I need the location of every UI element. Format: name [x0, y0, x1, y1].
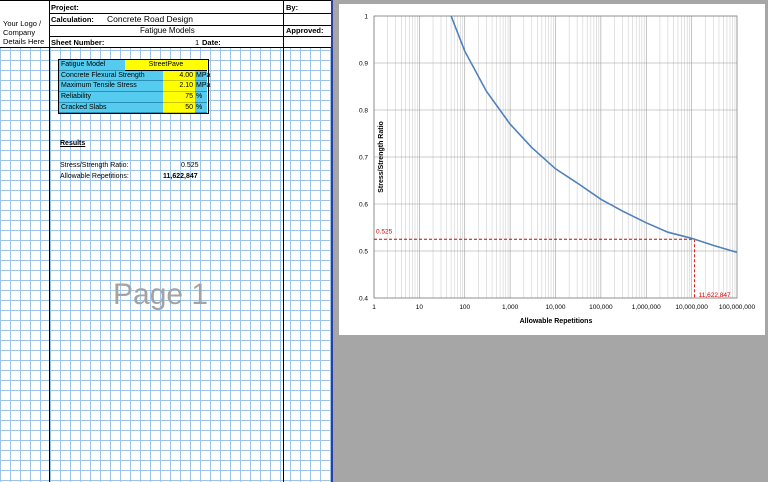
input-unit: MPa	[195, 70, 210, 82]
input-value[interactable]: 50	[163, 102, 195, 114]
y-tick-label: 1	[364, 14, 368, 21]
approved-label: Approved:	[286, 26, 324, 35]
sheet-number-value[interactable]: 1	[195, 38, 200, 47]
x-tick-label: 1,000,000	[632, 304, 661, 311]
spreadsheet-page: Project: By: Your Logo / Company Details…	[0, 0, 332, 482]
ratio-label: Stress/Strength Ratio:	[60, 162, 129, 169]
calculation-label: Calculation:	[51, 15, 94, 24]
y-tick-label: 0.4	[359, 296, 368, 303]
header-line-3	[49, 36, 332, 37]
chart-marks: 0.525 11,622,847	[374, 15, 738, 299]
right-column-divider	[283, 0, 284, 482]
y-tick-label: 0.7	[359, 155, 368, 162]
x-tick-label: 10	[416, 304, 424, 311]
input-row-reliability: Reliability 75 %	[59, 92, 207, 103]
fatigue-chart[interactable]: 1 10 100 1,000 10,000 100,000 1,000,000 10,000,…	[339, 4, 765, 335]
input-unit: %	[195, 92, 207, 103]
reps-value: 11,622,847	[163, 173, 198, 180]
ratio-value: 0.525	[181, 162, 199, 169]
header-bottom-border	[0, 47, 332, 48]
y-axis-label: Stress/Strength Ratio	[378, 121, 385, 193]
input-row-cracked-slabs: Cracked Slabs 50 %	[59, 102, 207, 114]
input-value[interactable]: 2.10	[163, 81, 195, 93]
input-label: Maximum Tensile Stress	[59, 81, 163, 93]
x-tick-label: 1,000	[502, 304, 519, 311]
header-line-1	[49, 13, 332, 14]
input-row-flexural-strength: Concrete Flexural Strength 4.00 MPa	[59, 70, 210, 82]
y-tick-label: 0.6	[359, 202, 368, 209]
plot-area-border	[373, 15, 738, 299]
sheet-number-label: Sheet Number:	[51, 38, 105, 47]
page-break-line	[331, 0, 333, 482]
input-label: Cracked Slabs	[59, 102, 163, 114]
logo-line-3: Details Here	[3, 37, 45, 46]
series-line	[450, 15, 738, 254]
chart-axes	[373, 15, 738, 299]
header-top-border	[0, 0, 332, 1]
fatigue-model-row: Fatigue Model StreetPave	[59, 60, 207, 71]
fatigue-model-dropdown[interactable]: StreetPave	[125, 60, 207, 71]
project-label: Project:	[51, 3, 79, 12]
reps-label: Allowable Repetitions:	[60, 173, 129, 180]
calculation-value[interactable]: Concrete Road Design	[107, 14, 193, 24]
x-tick-label: 10,000	[546, 304, 566, 311]
by-label: By:	[286, 3, 299, 12]
left-column-divider	[49, 0, 50, 482]
input-value[interactable]: 4.00	[163, 70, 195, 82]
page-watermark: Page 1	[113, 278, 209, 311]
marker-x-label: 11,622,847	[699, 292, 731, 299]
x-tick-label: 10,000,000	[675, 304, 708, 311]
x-axis-label: Allowable Repetitions	[520, 318, 593, 325]
logo-line-2: Company	[3, 28, 36, 37]
chart-ticks: 1 10 100 1,000 10,000 100,000 1,000,000 10,000,…	[359, 14, 756, 312]
input-label: Reliability	[59, 92, 163, 103]
x-tick-label: 1	[372, 304, 376, 311]
x-tick-label: 100,000,000	[719, 304, 756, 311]
input-unit: %	[195, 102, 207, 114]
header-block: Project: By: Your Logo / Company Details…	[0, 0, 332, 482]
input-row-tensile-stress: Maximum Tensile Stress 2.10 MPa	[59, 81, 210, 93]
x-tick-label: 100,000	[589, 304, 613, 311]
y-tick-label: 0.5	[359, 249, 368, 256]
sub-title[interactable]: Fatigue Models	[140, 26, 195, 35]
input-label: Concrete Flexural Strength	[59, 70, 163, 82]
y-tick-label: 0.9	[359, 61, 368, 68]
x-tick-label: 100	[459, 304, 470, 311]
chart-svg: 1 10 100 1,000 10,000 100,000 1,000,000 10,000,…	[359, 14, 756, 326]
fatigue-model-label: Fatigue Model	[59, 60, 125, 71]
input-table: Fatigue Model StreetPave Concrete Flexur…	[58, 59, 210, 114]
results-heading: Results	[60, 140, 86, 147]
input-unit: MPa	[195, 81, 210, 93]
input-value[interactable]: 75	[163, 92, 195, 103]
y-tick-label: 0.8	[359, 108, 368, 115]
marker-y-label: 0.525	[376, 228, 393, 235]
header-line-2	[49, 25, 332, 26]
date-label: Date:	[202, 38, 221, 47]
chart-grid	[373, 15, 737, 299]
logo-line-1: Your Logo /	[3, 19, 42, 28]
